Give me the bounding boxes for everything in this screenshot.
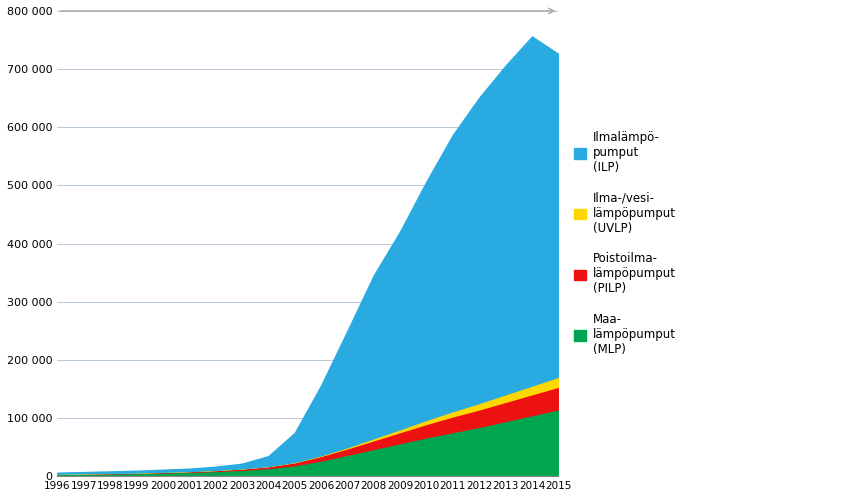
Legend: Ilmalämpö-
pumput
(ILP), Ilma-/vesi-
lämpöpumput
(UVLP), Poistoilma-
lämpöpumput: Ilmalämpö- pumput (ILP), Ilma-/vesi- läm… — [574, 131, 676, 356]
